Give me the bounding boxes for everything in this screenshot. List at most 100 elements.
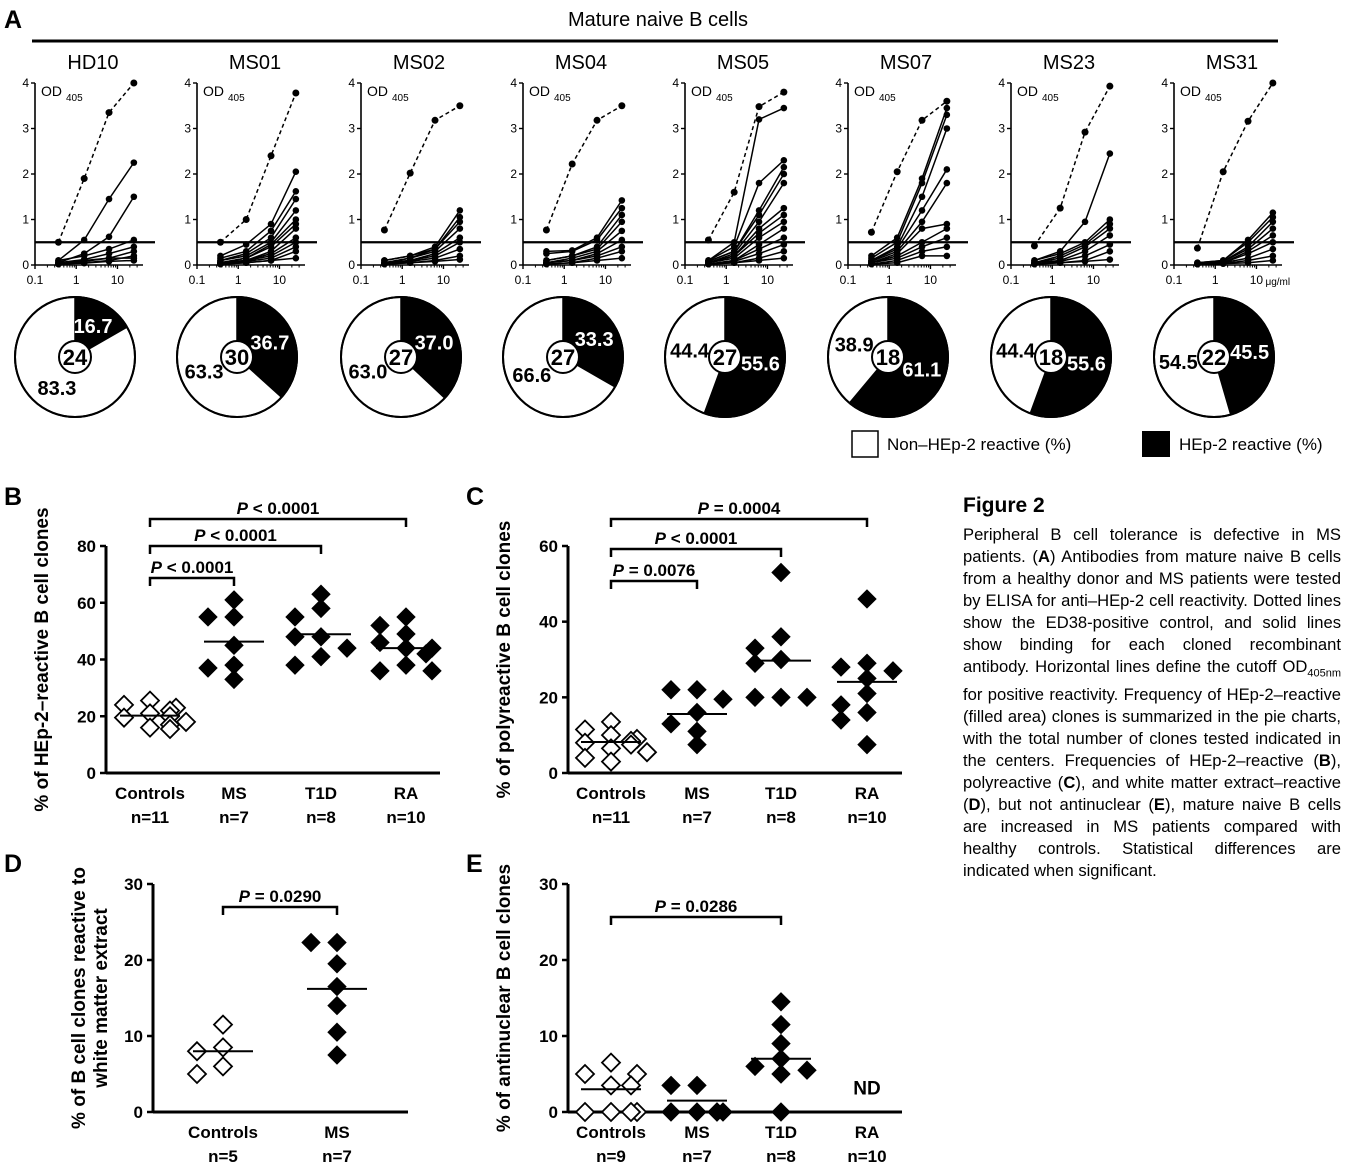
clone-point (618, 243, 626, 251)
clone-point (1106, 232, 1114, 239)
clone-point (1244, 250, 1252, 257)
y-tick-label: 0 (348, 258, 355, 272)
p-value-text: = 0.0076 (624, 561, 695, 580)
data-point (857, 734, 877, 755)
control-point (242, 216, 250, 223)
pie-total-label: 22 (1202, 345, 1226, 370)
data-point (574, 1063, 596, 1085)
pie-total-label: 18 (1039, 345, 1063, 370)
clone-point (1106, 216, 1114, 223)
p-value-p: P (655, 529, 667, 548)
y-tick-label: 3 (998, 122, 1005, 136)
y-tick-label: 0 (835, 258, 842, 272)
y-tick-label: 1 (348, 213, 355, 227)
clone-line (546, 246, 623, 264)
p-value-label: P = 0.0076 (613, 561, 696, 580)
y-tick-label: 1 (672, 213, 679, 227)
clone-line (57, 162, 135, 262)
clone-point (755, 234, 763, 241)
pie-center (546, 340, 580, 374)
clone-point (780, 204, 788, 212)
clone-point (105, 245, 113, 253)
clone-point (755, 250, 763, 257)
data-point (771, 992, 791, 1012)
control-point (456, 102, 464, 110)
clone-point (755, 229, 763, 237)
x-tick-label: 10 (437, 273, 451, 287)
y-tick-label: 0 (549, 764, 558, 783)
y-tick-label: 4 (835, 76, 842, 90)
clone-line (546, 257, 622, 265)
data-point (574, 747, 596, 769)
y-tick-label: 2 (510, 167, 517, 181)
clone-point (1031, 260, 1038, 268)
clone-line (1197, 259, 1273, 265)
clone-point (1106, 225, 1114, 232)
data-point (857, 589, 877, 609)
p-value-text: < 0.0001 (248, 499, 319, 518)
subplot-title: MS04 (555, 52, 607, 74)
clone-point (292, 216, 300, 223)
x-tick-label: 0.1 (515, 273, 532, 287)
y-axis-label-line2: white matter extract (91, 908, 112, 1089)
data-point (771, 1102, 791, 1122)
x-tick-label: 10 (599, 273, 613, 287)
clone-point (755, 257, 763, 264)
pie-outline (664, 296, 786, 418)
clone-point (780, 248, 788, 255)
data-point (327, 932, 347, 953)
subplot-hd10: HD10 0 1 2 3 4 0.1 1 10 OD 405 24 16.7 83.3 (14, 52, 155, 418)
p-value-text: < 0.0001 (162, 558, 233, 577)
category-count: n=8 (766, 808, 796, 827)
data-point (771, 627, 791, 647)
clone-line (870, 107, 948, 257)
p-value-label: P = 0.0290 (239, 887, 322, 906)
control-point (431, 116, 439, 124)
data-point (857, 702, 877, 723)
clone-point (1269, 213, 1277, 221)
pie-outline (827, 296, 949, 418)
data-point (212, 1037, 234, 1058)
control-point (1269, 79, 1277, 87)
control-point (105, 109, 113, 117)
p-value-text: < 0.0001 (666, 529, 737, 548)
y-tick-label: 4 (1161, 76, 1168, 90)
subplot-title: HD10 (67, 52, 118, 74)
clone-point (456, 234, 464, 241)
x-tick-label: 1 (723, 273, 730, 287)
pie-reactive-label: 36.7 (250, 332, 289, 354)
y-tick-label: 1 (998, 213, 1005, 227)
clone-point (918, 243, 926, 251)
caption-part: ), but not antinuclear ( (980, 795, 1154, 815)
control-point (1056, 204, 1064, 212)
data-point (636, 741, 658, 763)
data-point (745, 1056, 765, 1077)
subplot-ms31: MS31 0 1 2 3 4 0.1 1 10 μg/ml OD 405 22 45.5 54.5 (1153, 52, 1294, 418)
category-label: T1D (765, 784, 797, 803)
y-axis-label: % of polyreactive B cell clones (494, 521, 515, 799)
legend-swatch-non-reactive (851, 430, 879, 458)
control-line (383, 105, 461, 231)
p-value-p: P (655, 897, 667, 916)
control-point (1244, 117, 1252, 125)
subplot-title: MS05 (717, 52, 769, 74)
clone-line (220, 257, 296, 265)
data-point (224, 590, 244, 610)
data-point (224, 635, 244, 656)
pie-outline (340, 296, 462, 418)
pie-reactive-label: 16.7 (74, 316, 113, 338)
category-label: T1D (765, 1123, 797, 1142)
clone-point (130, 243, 138, 251)
y-tick-label: 2 (998, 167, 1005, 181)
control-point (267, 152, 275, 160)
pie-total-label: 18 (876, 345, 900, 370)
legend-swatch-reactive (1142, 431, 1170, 457)
clone-point (292, 254, 300, 262)
x-tick-label: 0.1 (840, 273, 857, 287)
control-line (545, 105, 623, 231)
data-point (857, 683, 877, 704)
data-point (687, 680, 707, 700)
pie-reactive-label: 37.0 (415, 333, 454, 355)
y-axis-label: OD (367, 83, 388, 99)
